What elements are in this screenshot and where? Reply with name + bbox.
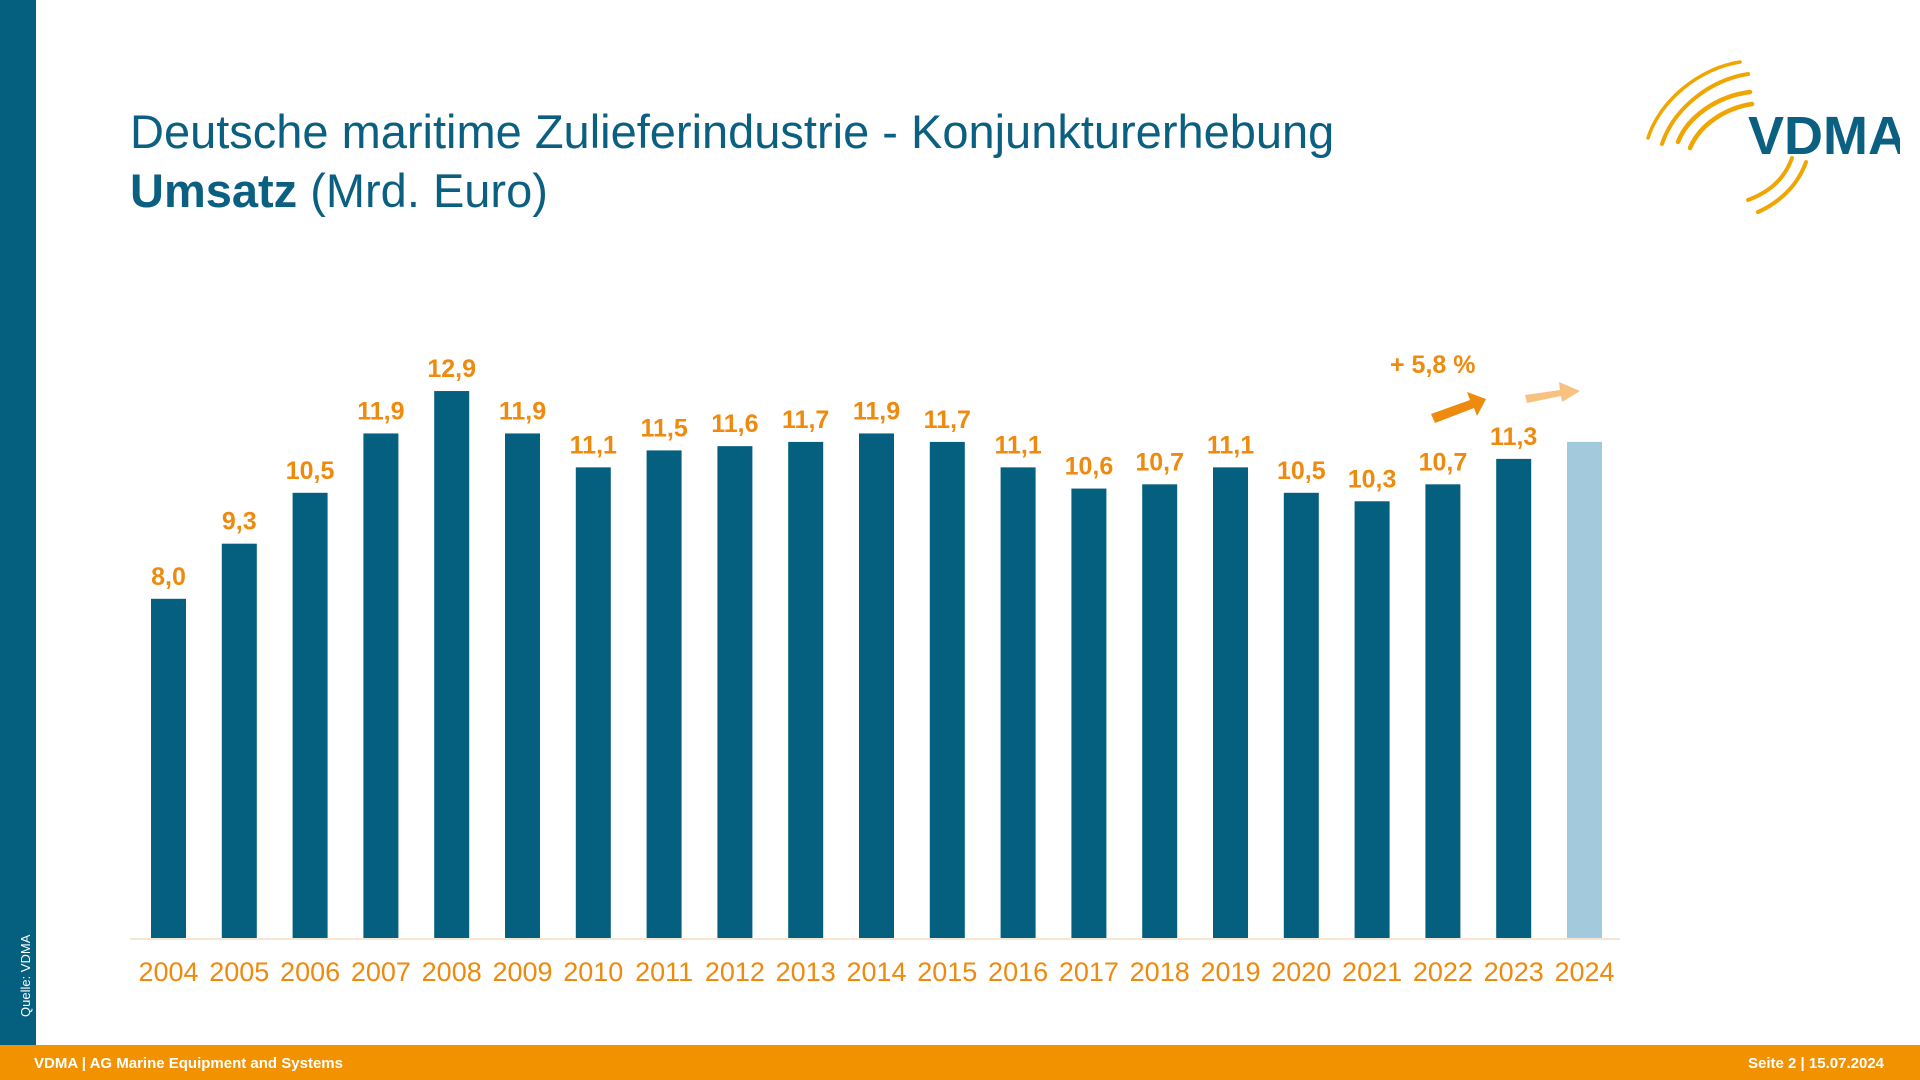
bar-2024 (1567, 441, 1602, 938)
bar-2020 (1283, 492, 1319, 938)
data-label-2011: 11,5 (640, 414, 687, 442)
growth-annotation: + 5,8 % (1390, 351, 1580, 423)
bar-2019 (1213, 467, 1248, 938)
slide-title: Deutsche maritime Zulieferindustrie - Ko… (130, 105, 1335, 158)
x-tick-2020: 2020 (1271, 957, 1331, 987)
growth-percentage-label: + 5,8 % (1390, 351, 1475, 379)
bar-2006 (292, 492, 328, 938)
logo-text: VDMA (1748, 106, 1900, 166)
data-label-2008: 12,9 (427, 355, 476, 383)
bar-2008 (434, 391, 470, 938)
data-label-2004: 8,0 (151, 563, 186, 591)
bar-2009 (505, 433, 540, 938)
x-tick-2009: 2009 (492, 957, 552, 987)
data-label-2005: 9,3 (222, 508, 257, 536)
bar-2007 (363, 433, 399, 938)
x-tick-2006: 2006 (280, 957, 340, 987)
bar-2011 (646, 450, 682, 938)
subtitle-unit: (Mrd. Euro) (297, 164, 548, 217)
data-label-2021: 10,3 (1348, 465, 1397, 493)
data-label-2013: 11,7 (782, 406, 829, 434)
bar-2018 (1142, 484, 1178, 938)
data-label-2007: 11,9 (357, 397, 404, 425)
data-label-2010: 11,1 (570, 431, 617, 459)
x-tick-2015: 2015 (917, 957, 977, 987)
x-tick-2013: 2013 (776, 957, 836, 987)
x-tick-2011: 2011 (635, 957, 693, 987)
growth-arrow-icon (1431, 392, 1486, 423)
left-accent-bar (0, 0, 36, 1045)
x-tick-2019: 2019 (1200, 957, 1260, 987)
data-label-2006: 10,5 (286, 457, 335, 485)
bar-2017 (1071, 488, 1107, 938)
data-label-2019: 11,1 (1207, 431, 1254, 459)
data-labels-group: 8,0 9,3 10,5 11,9 12,9 11,9 11,1 11,5 11,6 11,7 11… (151, 355, 1537, 591)
bar-2021 (1354, 501, 1390, 938)
revenue-bar-chart: 8,0 9,3 10,5 11,9 12,9 11,9 11,1 11,5 11,6 11,7 11… (130, 351, 1620, 987)
data-label-2020: 10,5 (1277, 457, 1326, 485)
bar-2012 (717, 446, 753, 938)
x-tick-2023: 2023 (1484, 957, 1544, 987)
vdma-logo: VDMA (1646, 60, 1900, 214)
bar-2004 (151, 598, 186, 938)
x-tick-2021: 2021 (1342, 957, 1402, 987)
logo-arcs-icon (1646, 60, 1808, 214)
data-label-2023: 11,3 (1490, 423, 1537, 451)
x-tick-2008: 2008 (422, 957, 482, 987)
data-label-2014: 11,9 (853, 397, 900, 425)
data-label-2012: 11,6 (711, 410, 758, 438)
x-tick-2012: 2012 (705, 957, 765, 987)
data-label-2022: 10,7 (1419, 448, 1468, 476)
bar-2022 (1425, 484, 1461, 938)
bar-2010 (575, 467, 611, 938)
footer-bar: VDMA | AG Marine Equipment and Systems S… (0, 1045, 1920, 1080)
x-tick-2017: 2017 (1059, 957, 1119, 987)
bar-2016 (1000, 467, 1036, 938)
forecast-arrow-icon (1525, 382, 1580, 403)
x-tick-2024: 2024 (1554, 957, 1614, 987)
footer-organization: VDMA | AG Marine Equipment and Systems (34, 1055, 343, 1072)
bar-2023 (1496, 458, 1532, 938)
x-tick-2010: 2010 (563, 957, 623, 987)
data-label-2017: 10,6 (1065, 453, 1114, 481)
x-tick-2014: 2014 (846, 957, 906, 987)
bar-2013 (788, 441, 824, 938)
data-label-2015: 11,7 (924, 406, 971, 434)
bar-2005 (221, 543, 257, 938)
x-tick-2018: 2018 (1130, 957, 1190, 987)
subtitle-bold: Umsatz (130, 164, 298, 217)
footer-page-date: Seite 2 | 15.07.2024 (1748, 1055, 1884, 1072)
x-tick-2022: 2022 (1413, 957, 1473, 987)
x-tick-2016: 2016 (988, 957, 1048, 987)
x-tick-2005: 2005 (209, 957, 269, 987)
bar-2014 (859, 433, 894, 938)
slide-subtitle: Umsatz (Mrd. Euro) (130, 163, 548, 218)
x-tick-2004: 2004 (138, 957, 198, 987)
bars-group (151, 391, 1602, 938)
data-label-2018: 10,7 (1135, 448, 1184, 476)
data-label-2009: 11,9 (499, 397, 546, 425)
x-tick-labels-group: 2004 2005 2006 2007 2008 2009 2010 2011 2012 2013… (138, 957, 1614, 987)
x-tick-2007: 2007 (351, 957, 411, 987)
bar-2015 (929, 441, 965, 938)
data-label-2016: 11,1 (994, 431, 1041, 459)
